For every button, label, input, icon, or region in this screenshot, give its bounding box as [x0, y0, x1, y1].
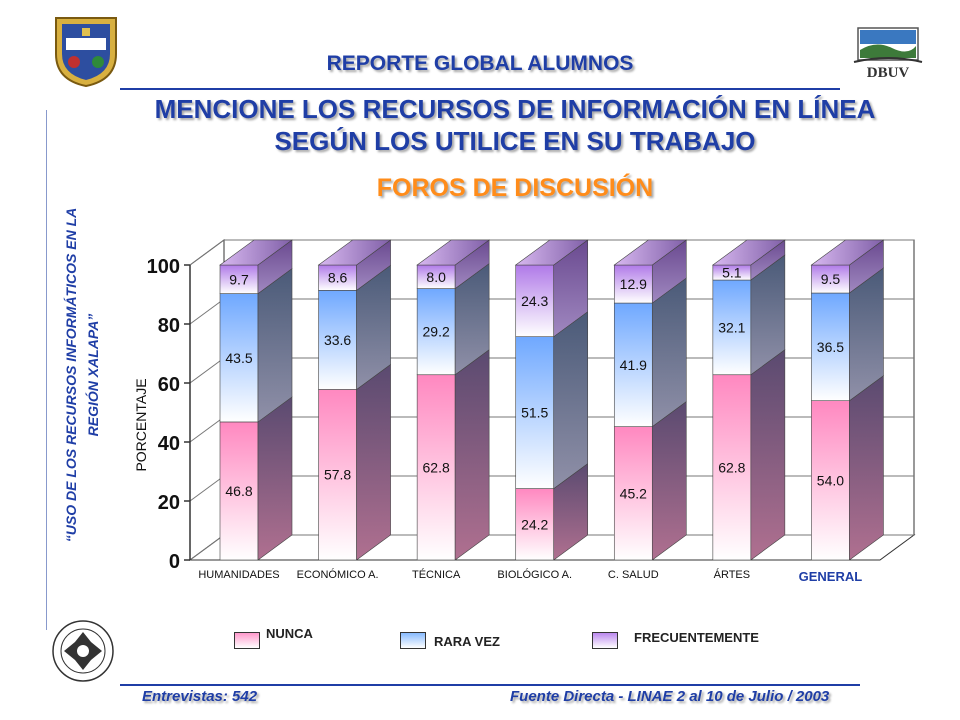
data-label: 32.1 — [718, 319, 745, 335]
bar-side-nunca — [454, 349, 490, 561]
bar-side-nunca — [651, 401, 687, 561]
data-label: 12.9 — [620, 276, 647, 292]
data-label: 62.8 — [718, 459, 745, 475]
bar-side-nunca — [356, 363, 391, 561]
data-label: 5.1 — [722, 265, 742, 281]
bar-segment-rara-vez — [515, 336, 555, 489]
bar-side-rara-vez — [257, 268, 293, 423]
data-label: 36.5 — [817, 339, 844, 355]
gridline-diagonal — [189, 239, 225, 266]
gridline-diagonal — [189, 534, 225, 561]
bar-top — [514, 239, 589, 266]
legend-label-frecuentemente: FRECUENTEMENTE — [634, 630, 759, 645]
x-tick-label: ECONÓMICO A. — [297, 568, 379, 581]
gridline-diagonal — [189, 298, 225, 325]
y-tick-label: 0 — [169, 551, 180, 573]
side-divider — [46, 110, 47, 630]
footer-divider — [120, 684, 860, 686]
legend-label-nunca: NUNCA — [266, 626, 313, 641]
data-label: 43.5 — [225, 350, 252, 366]
bar-top — [317, 239, 392, 266]
bar-segment-frecuentemente — [515, 264, 555, 337]
y-tick-label: 60 — [158, 374, 180, 396]
bar-segment-frecuentemente — [613, 264, 653, 304]
data-label: 41.9 — [620, 357, 647, 373]
bar-side-rara-vez — [651, 277, 687, 428]
y-tick-label: 40 — [158, 433, 180, 455]
data-label: 46.8 — [225, 483, 252, 499]
dbuv-logo: DBUV — [853, 27, 923, 80]
svg-text:DBUV: DBUV — [867, 65, 910, 80]
data-label: 24.3 — [521, 293, 548, 309]
data-label: 45.2 — [620, 485, 647, 501]
bar-side-nunca — [849, 375, 884, 561]
legend-swatch-frecuentemente — [592, 632, 618, 649]
x-tick-label: BIOLÓGICO A. — [497, 568, 572, 581]
data-label: 57.8 — [324, 467, 351, 483]
data-label: 62.8 — [423, 459, 450, 475]
data-label: 51.5 — [521, 405, 548, 421]
footer-interview-count: Entrevistas: 542 — [142, 688, 258, 705]
y-tick-label: 80 — [158, 315, 180, 337]
x-tick-label: GENERAL — [799, 569, 863, 584]
bar-segment-frecuentemente — [811, 264, 850, 294]
bar-segment-rara-vez — [811, 292, 850, 401]
bar-top — [219, 239, 293, 266]
x-tick-label: C. SALUD — [608, 569, 659, 581]
question-line-1: MENCIONE LOS RECURSOS DE INFORMACIÓN EN … — [154, 94, 876, 124]
data-label: 33.6 — [324, 332, 351, 348]
x-tick-label: TÉCNICA — [412, 568, 461, 581]
chart-subtitle: FOROS DE DISCUSIÓN — [376, 174, 654, 202]
report-title: REPORTE GLOBAL ALUMNOS — [326, 52, 634, 75]
gridline-diagonal — [189, 357, 225, 384]
bar-top — [613, 239, 688, 266]
bar-side-rara-vez — [553, 311, 589, 490]
y-axis-label: PORCENTAJE — [133, 378, 149, 471]
research-seal-logo — [52, 620, 114, 682]
data-label: 24.2 — [521, 516, 548, 532]
bar-segment-nunca — [712, 374, 752, 561]
header-divider — [120, 88, 840, 90]
legend-swatch-rara-vez — [400, 632, 426, 649]
chart-labels: 0 20 40 60 80 100 PORCENTAJE 46.8 43.5 9.7 HUMANID… — [133, 256, 862, 584]
question-line-2: SEGÚN LOS UTILICE EN SU TRABAJO — [274, 126, 756, 156]
legend-swatch-nunca — [234, 632, 260, 649]
footer-source: Fuente Directa - LINAE 2 al 10 de Julio … — [510, 688, 830, 705]
data-label: 29.2 — [423, 324, 450, 340]
bar-top — [810, 239, 885, 266]
bar-top — [711, 239, 786, 266]
y-tick-label: 20 — [158, 492, 180, 514]
data-label: 9.5 — [821, 271, 841, 287]
bar-segment-rara-vez — [318, 290, 357, 390]
bar-side-nunca — [750, 349, 786, 561]
data-label: 8.6 — [328, 270, 348, 286]
gridline-diagonal — [189, 475, 225, 502]
bar-segment-nunca — [811, 400, 850, 561]
chart-bars — [219, 239, 885, 561]
bar-segment-nunca — [318, 389, 357, 561]
bar-side-nunca — [257, 396, 293, 561]
chart-side-wall — [189, 239, 225, 561]
bar-segment-rara-vez — [219, 293, 259, 423]
y-tick-label: 100 — [147, 256, 180, 278]
x-tick-label: HUMANIDADES — [198, 569, 279, 581]
legend-label-rara-vez: RARA VEZ — [434, 634, 500, 649]
data-label: 54.0 — [817, 472, 844, 488]
bar-segment-rara-vez — [712, 279, 752, 376]
university-seal-logo — [55, 17, 117, 88]
bar-top — [416, 239, 491, 266]
bar-segment-frecuentemente — [318, 264, 357, 291]
data-label: 8.0 — [426, 269, 446, 285]
bar-segment-nunca — [416, 374, 456, 561]
data-label: 9.7 — [229, 271, 249, 287]
gridline-diagonal — [189, 416, 225, 443]
x-tick-label: ÁRTES — [714, 568, 750, 581]
